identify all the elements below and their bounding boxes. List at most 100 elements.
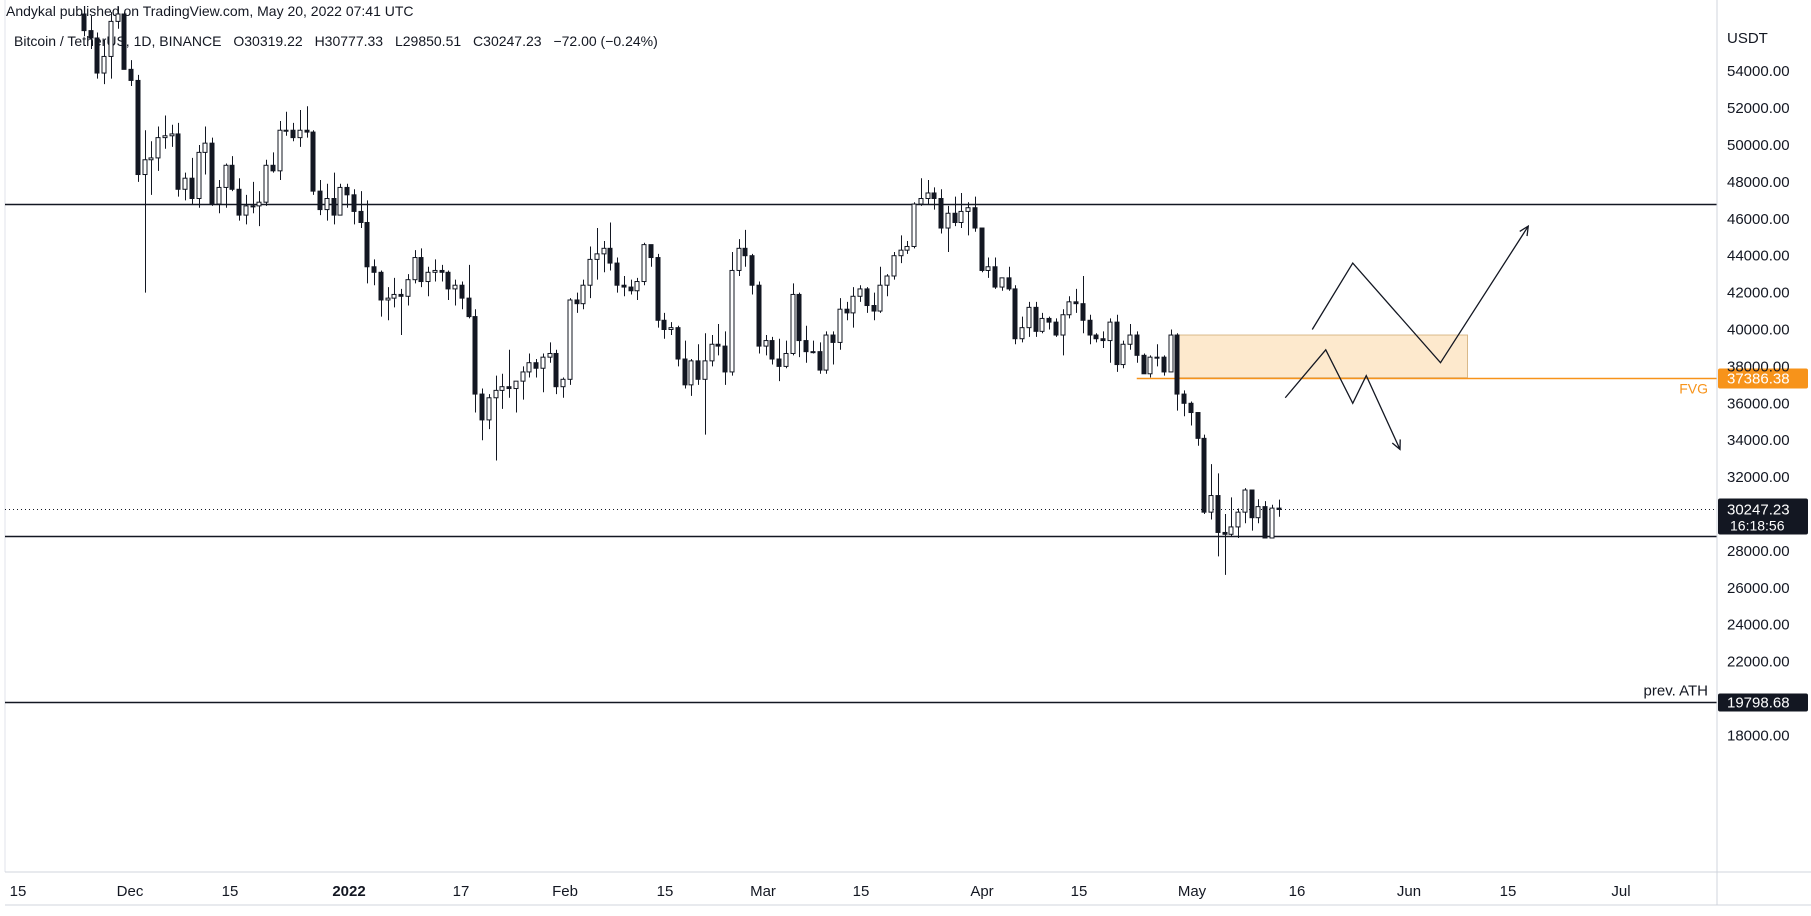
candle[interactable] [1060,309,1066,356]
candle[interactable] [121,12,127,70]
plot-area[interactable]: prev. ATH FVG [4,0,1717,872]
candle[interactable] [1201,434,1207,514]
candle[interactable] [412,250,418,284]
candle[interactable] [749,253,755,295]
fvg-zone[interactable] [1176,334,1468,379]
candle[interactable] [175,122,181,197]
candle[interactable] [506,349,512,398]
candle[interactable] [979,227,985,273]
candle[interactable] [155,126,161,171]
candle[interactable] [817,342,823,374]
candle[interactable] [263,159,269,206]
candle[interactable] [466,264,472,319]
candle[interactable] [526,353,532,378]
candle[interactable] [304,106,310,138]
candle[interactable] [1242,488,1248,524]
candle[interactable] [607,222,613,271]
candle[interactable] [324,183,330,221]
candle[interactable] [1046,316,1052,330]
candle[interactable] [796,292,802,358]
candle[interactable] [850,287,856,328]
candle[interactable] [871,292,877,321]
candle[interactable] [722,331,728,385]
candle[interactable] [830,331,836,365]
candle[interactable] [999,277,1005,291]
candle[interactable] [736,239,742,276]
candle[interactable] [1053,318,1059,337]
candle[interactable] [864,287,870,313]
time-axis[interactable]: 15 Dec 15 2022 17 Feb 15 Mar 15 Apr 15 May 16 Jun 15 Ju… [5,871,1811,906]
candle[interactable] [148,141,154,195]
candle[interactable] [209,137,215,206]
candle[interactable] [580,279,586,310]
candle[interactable] [729,252,735,376]
candle[interactable] [574,292,580,313]
candle[interactable] [358,191,364,229]
candle[interactable] [1006,266,1012,291]
candle[interactable] [351,189,357,225]
candle[interactable] [857,285,863,302]
candle[interactable] [364,200,370,284]
candle[interactable] [486,394,492,430]
candle[interactable] [337,183,343,216]
candle[interactable] [88,15,94,50]
candle[interactable] [108,12,114,79]
candle[interactable] [216,180,222,214]
candle[interactable] [202,126,208,175]
candle[interactable] [952,196,958,227]
candle[interactable] [688,359,694,396]
candle[interactable] [236,178,242,221]
candle[interactable] [331,172,337,225]
candle[interactable] [1154,344,1160,367]
candle[interactable] [540,353,546,393]
candle[interactable] [162,115,168,149]
candle[interactable] [499,373,505,409]
candle[interactable] [985,257,991,278]
candle[interactable] [344,183,350,208]
candle[interactable] [925,180,931,205]
candle[interactable] [587,246,593,299]
candle[interactable] [682,340,688,389]
candle[interactable] [418,248,424,288]
candle[interactable] [668,322,674,336]
candle[interactable] [270,152,276,173]
candle[interactable] [972,196,978,232]
candle[interactable] [405,274,411,306]
candle[interactable] [493,375,499,461]
candle[interactable] [661,312,667,339]
candle[interactable] [94,32,100,79]
candle[interactable] [250,181,256,214]
candle[interactable] [452,279,458,306]
candle[interactable] [756,281,762,354]
candle[interactable] [1026,301,1032,337]
candle[interactable] [385,287,391,321]
candle[interactable] [931,187,937,210]
candle[interactable] [115,6,121,29]
candle[interactable] [1073,288,1079,313]
candle[interactable] [898,235,904,264]
candle[interactable] [432,259,438,282]
candle[interactable] [277,121,283,181]
candle[interactable] [445,270,451,300]
candle[interactable] [378,270,384,317]
candle[interactable] [628,279,634,295]
candle[interactable] [1276,499,1282,517]
candle[interactable] [142,130,148,293]
candle[interactable] [391,277,397,308]
candle[interactable] [1141,353,1147,375]
candle[interactable] [533,359,539,378]
candle[interactable] [1181,390,1187,417]
candle[interactable] [715,323,721,356]
candle[interactable] [614,257,620,293]
symbol-name[interactable]: Bitcoin / TetherUS, 1D, BINANCE [14,33,222,49]
candle[interactable] [709,335,715,367]
candle[interactable] [601,240,607,273]
candle[interactable] [1039,312,1045,334]
candle[interactable] [594,228,600,280]
candle[interactable] [297,109,303,147]
candle[interactable] [641,242,647,286]
candle[interactable] [317,180,323,216]
candle[interactable] [783,340,789,369]
candle[interactable] [243,194,249,225]
candle[interactable] [1012,285,1018,345]
